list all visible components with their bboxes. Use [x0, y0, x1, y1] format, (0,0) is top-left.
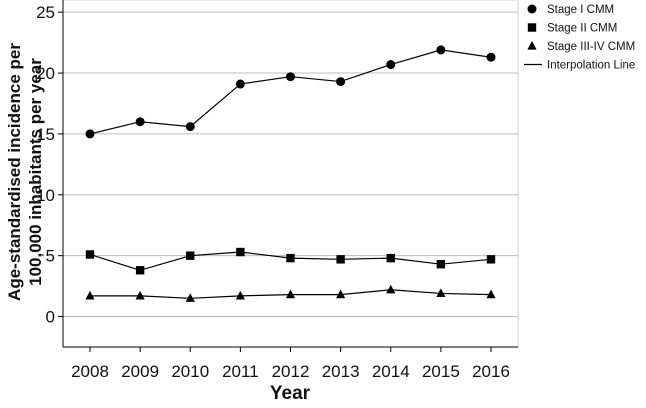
data-point-circle: [486, 52, 496, 62]
legend-marker-square: [527, 23, 537, 32]
data-point-triangle: [486, 289, 496, 299]
legend-marker-circle: [527, 4, 537, 14]
legend-label: Stage III-IV CMM: [547, 41, 635, 53]
grid-lines: [63, 11, 518, 318]
data-point-square: [85, 250, 95, 259]
y-tick-label: 5: [46, 247, 55, 266]
data-point-circle: [386, 60, 396, 70]
legend-label: Stage I CMM: [547, 4, 614, 16]
data-point-square: [186, 251, 195, 260]
data-point-triangle: [185, 293, 195, 302]
y-tick-label: 10: [36, 186, 55, 205]
series-circle: [85, 45, 496, 139]
data-point-square: [486, 255, 496, 264]
data-point-square: [135, 266, 145, 275]
legend-label: Interpolation Line: [547, 60, 635, 72]
x-tick-label: 2011: [222, 362, 259, 381]
data-point-square: [286, 253, 295, 263]
data-point-circle: [336, 77, 346, 87]
data-point-triangle: [436, 288, 446, 298]
x-axis-title: Year: [270, 383, 311, 404]
y-tick-label: 0: [46, 308, 55, 327]
series-layer: [85, 45, 496, 302]
legend: Stage I CMM Stage II CMM Stage III-IV CMM I…: [524, 4, 635, 72]
data-point-square: [236, 247, 245, 257]
x-tick-label: 2012: [272, 362, 310, 381]
legend-label: Stage II CMM: [547, 23, 617, 35]
y-tick-label: 20: [36, 64, 55, 83]
x-tick-label: 2013: [322, 362, 360, 381]
data-point-circle: [286, 72, 295, 82]
data-point-square: [436, 260, 446, 269]
y-tick-label: 15: [36, 125, 55, 144]
data-point-circle: [436, 45, 446, 55]
data-point-circle: [135, 117, 145, 127]
x-tick-label: 2010: [171, 362, 209, 381]
data-point-circle: [185, 122, 195, 132]
x-axis: 2008 2009 2010 2011 2012 2013 2014 2015 2016: [63, 346, 518, 381]
legend-marker-triangle: [527, 41, 537, 50]
data-point-triangle: [135, 290, 145, 300]
data-point-square: [336, 255, 345, 264]
data-point-triangle: [285, 289, 296, 299]
x-tick-label: 2009: [121, 362, 159, 381]
y-axis: 0 5 10 15 20 25: [36, 0, 64, 347]
data-point-circle: [85, 129, 95, 139]
data-point-triangle: [336, 289, 346, 299]
series-square: [85, 247, 496, 275]
x-tick-label: 2014: [372, 362, 410, 381]
data-point-square: [386, 253, 395, 263]
y-tick-label: 25: [36, 3, 55, 22]
y-axis-title-line-1: Age-standardised incidence per: [5, 43, 24, 301]
data-point-triangle: [386, 284, 396, 294]
x-tick-label: 2016: [472, 362, 510, 381]
x-tick-label: 2015: [422, 362, 460, 381]
data-point-triangle: [85, 290, 95, 300]
x-tick-label: 2008: [71, 362, 109, 381]
data-point-circle: [235, 79, 245, 89]
y-axis-title-line-2: 100,000 inhabitants per year: [26, 58, 45, 286]
series-triangle: [85, 284, 496, 302]
data-point-triangle: [235, 290, 245, 300]
series-line: [89, 49, 492, 135]
